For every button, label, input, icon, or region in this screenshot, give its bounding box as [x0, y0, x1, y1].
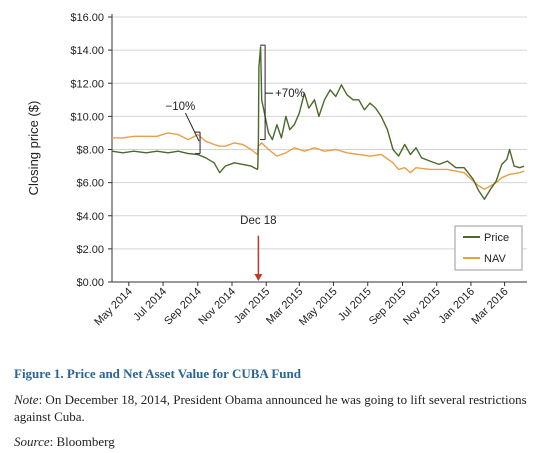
- chart: $0.00 $2.00 $4.00 $6.00 $8.00 $10.00 $12.00 $14…: [26, 12, 527, 328]
- note-text: : On December 18, 2014, President Obama …: [14, 392, 527, 424]
- y-tick-label: $8.00: [76, 145, 104, 157]
- series-line-price: [111, 46, 525, 200]
- legend-label-nav: NAV: [484, 253, 506, 265]
- dec-18-arrow-head: [254, 274, 263, 281]
- legend-label-price: Price: [484, 232, 509, 244]
- y-tick-label: $2.00: [76, 244, 104, 256]
- x-tick-label: Nov 2015: [401, 286, 443, 328]
- y-axis-label: Closing price ($): [26, 101, 41, 196]
- note-label: Note: [14, 392, 39, 407]
- figure-caption: Figure 1. Price and Net Asset Value for …: [14, 366, 539, 450]
- annotations: −10% +70% Dec 18: [166, 44, 305, 281]
- figure-note: Note: On December 18, 2014, President Ob…: [14, 391, 539, 425]
- leader-minus-10: [185, 112, 200, 142]
- axes: $0.00 $2.00 $4.00 $6.00 $8.00 $10.00 $12.00 $14…: [70, 12, 527, 328]
- series-line-nav: [112, 132, 525, 190]
- legend: Price NAV: [454, 225, 523, 271]
- annotation-dec-18: Dec 18: [240, 215, 276, 227]
- y-tick-label: $6.00: [76, 178, 104, 190]
- y-tick-label: $16.00: [70, 12, 104, 24]
- x-tick-label: May 2015: [297, 286, 340, 329]
- annotation-plus-70: +70%: [275, 88, 305, 100]
- x-tick-label: Nov 2014: [196, 286, 238, 328]
- legend-box: [454, 225, 523, 271]
- grid-lines: [112, 16, 527, 250]
- y-tick-label: $12.00: [70, 78, 104, 90]
- figure-source: Source: Bloomberg: [14, 434, 539, 450]
- y-tick-label: $0.00: [76, 277, 104, 289]
- y-tick-label: $4.00: [76, 211, 104, 223]
- source-label: Source: [14, 434, 50, 449]
- figure-title: Figure 1. Price and Net Asset Value for …: [14, 366, 301, 381]
- series-lines: [111, 46, 525, 200]
- source-text: : Bloomberg: [49, 434, 115, 449]
- y-tick-label: $14.00: [70, 45, 104, 57]
- y-tick-label: $10.00: [70, 111, 104, 123]
- x-tick-label: May 2014: [92, 286, 135, 329]
- annotation-minus-10: −10%: [166, 101, 196, 113]
- x-tick-label: Mar 2016: [469, 286, 510, 327]
